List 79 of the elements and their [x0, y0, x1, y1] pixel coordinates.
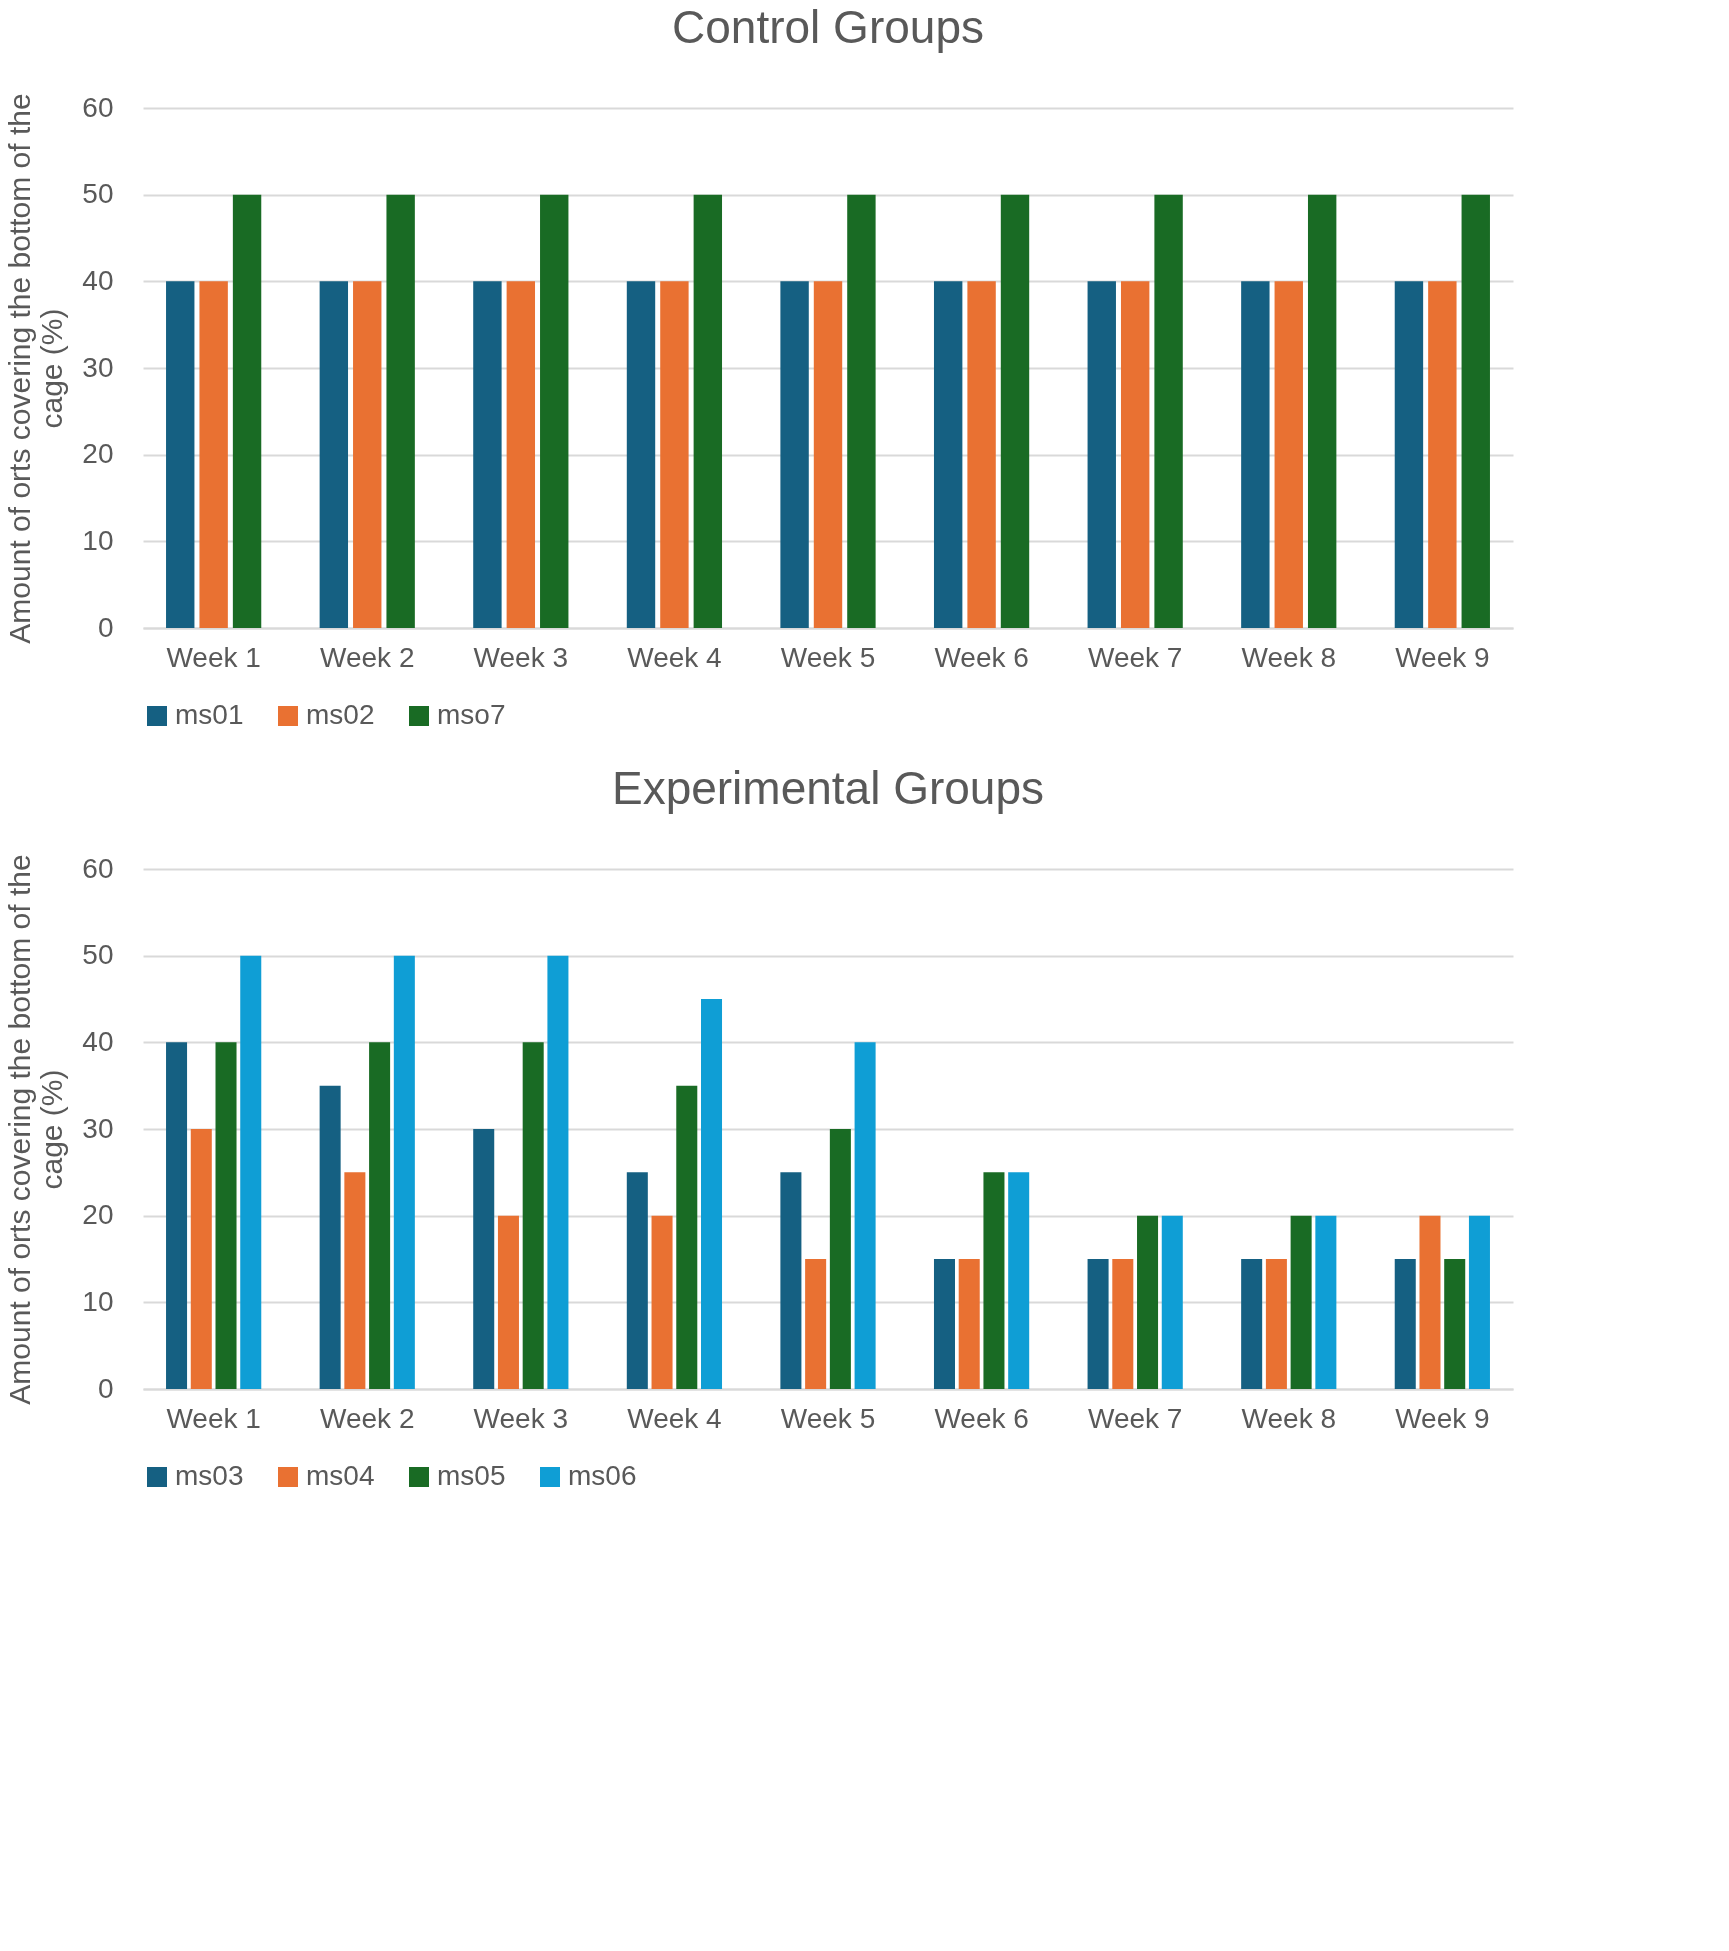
- y-tick-label: 40: [82, 1025, 114, 1057]
- bar: [983, 1172, 1005, 1389]
- legend-label: ms03: [175, 1460, 244, 1491]
- y-tick-label: 30: [82, 351, 114, 383]
- y-tick-label: 0: [97, 611, 114, 643]
- y-tick-label: 20: [82, 1199, 114, 1231]
- bar: [651, 1215, 673, 1389]
- bar: [933, 1259, 955, 1389]
- bar: [344, 1172, 366, 1389]
- x-tick-label: Week 3: [473, 1402, 569, 1434]
- bar: [473, 1129, 495, 1389]
- x-tick-label: Week 7: [1087, 641, 1183, 673]
- bar: [626, 1172, 648, 1389]
- x-tick-label: Week 2: [320, 641, 415, 673]
- x-tick-label: Week 9: [1395, 641, 1490, 673]
- bar: [1008, 1172, 1030, 1389]
- bar: [547, 955, 569, 1389]
- y-tick-label: 10: [82, 1285, 114, 1317]
- bar: [1394, 1259, 1416, 1389]
- y-tick-label: 50: [82, 178, 114, 210]
- x-tick-label: Week 4: [627, 641, 722, 673]
- x-tick-label: Week 1: [166, 1402, 261, 1434]
- x-tick-label: Week 2: [320, 1402, 415, 1434]
- legend-label: ms06: [568, 1460, 637, 1491]
- bar: [701, 999, 723, 1389]
- bar: [854, 1042, 876, 1389]
- x-tick-label: Week 5: [780, 641, 876, 673]
- x-tick-label: Week 1: [166, 641, 261, 673]
- bar: [1161, 1215, 1183, 1389]
- y-tick-label: 20: [82, 438, 114, 470]
- x-tick-label: Week 5: [780, 1402, 876, 1434]
- chart-title: Control Groups: [672, 0, 984, 53]
- bar: [1137, 1215, 1159, 1389]
- bar: [1419, 1215, 1441, 1389]
- legend-label: ms02: [306, 699, 375, 730]
- bar: [1265, 1259, 1287, 1389]
- legend-label: ms05: [437, 1460, 506, 1491]
- bar: [780, 1172, 802, 1389]
- y-tick-label: 60: [82, 91, 114, 123]
- y-tick-label: 50: [82, 939, 114, 971]
- bar: [1241, 1259, 1263, 1389]
- bar: [1290, 1215, 1312, 1389]
- bar: [1087, 1259, 1109, 1389]
- x-tick-label: Week 7: [1087, 1402, 1183, 1434]
- bar: [497, 1215, 519, 1389]
- bar: [958, 1259, 980, 1389]
- y-axis-title: Amount of orts covering the bottom of the cage (%): [3, 854, 69, 1405]
- bar: [190, 1129, 212, 1389]
- bar: [676, 1085, 698, 1389]
- bar: [1468, 1215, 1490, 1389]
- bar: [1444, 1259, 1466, 1389]
- bar: [1112, 1259, 1134, 1389]
- legend-label: ms01: [175, 699, 244, 730]
- y-tick-label: 10: [82, 524, 114, 556]
- bar: [215, 1042, 237, 1389]
- y-axis-title: Amount of orts covering the bottom of the cage (%): [3, 93, 69, 644]
- bar: [166, 1042, 188, 1389]
- bar: [369, 1042, 391, 1389]
- x-tick-label: Week 9: [1395, 1402, 1490, 1434]
- bar: [1315, 1215, 1337, 1389]
- legend-label: ms04: [306, 1460, 375, 1491]
- x-tick-label: Week 6: [934, 1402, 1029, 1434]
- x-tick-label: Week 6: [934, 641, 1029, 673]
- y-tick-label: 30: [82, 1112, 114, 1144]
- bar: [240, 955, 262, 1389]
- y-tick-label: 60: [82, 852, 114, 884]
- x-tick-label: Week 8: [1241, 1402, 1336, 1434]
- bar: [805, 1259, 827, 1389]
- x-tick-label: Week 4: [627, 1402, 722, 1434]
- bar: [522, 1042, 544, 1389]
- chart-title: Experimental Groups: [611, 761, 1045, 814]
- bar: [393, 955, 415, 1389]
- y-tick-label: 0: [97, 1372, 114, 1404]
- bar: [319, 1085, 341, 1389]
- bar: [829, 1129, 851, 1389]
- x-tick-label: Week 8: [1241, 641, 1336, 673]
- x-tick-label: Week 3: [473, 641, 569, 673]
- y-tick-label: 40: [82, 264, 114, 296]
- legend-label: mso7: [437, 699, 506, 730]
